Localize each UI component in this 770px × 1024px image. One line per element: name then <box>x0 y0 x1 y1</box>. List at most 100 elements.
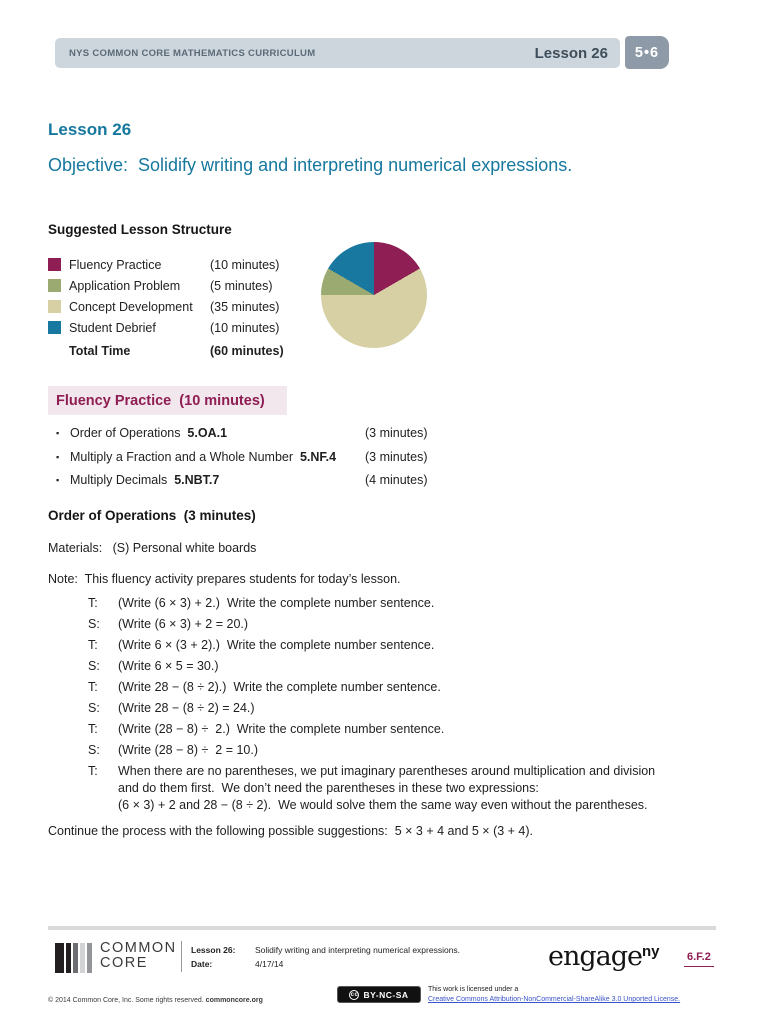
fluency-activity-standard: 5.NF.4 <box>299 449 337 464</box>
structure-legend-rows: Fluency Practice (10 minutes) Application … <box>48 254 338 338</box>
legend-row: Application Problem (5 minutes) <box>48 275 338 296</box>
footer-lesson-values: Solidify writing and interpreting numeri… <box>255 943 460 971</box>
fluency-activity-name: Multiply Decimals 5.NBT.7 <box>70 473 220 487</box>
objective-text: Objective: Solidify writing and interpre… <box>48 155 573 175</box>
fluency-activity-list: Order of Operations 5.OA.1 (3 minutes) Mul… <box>48 426 488 497</box>
legend-label: Student Debrief <box>69 320 156 335</box>
engageny-logo: engageny <box>548 941 660 972</box>
structure-heading: Suggested Lesson Structure <box>48 222 232 237</box>
cc-badge-label: BY-NC-SA <box>363 989 409 1000</box>
footer-lesson-description: Solidify writing and interpreting numeri… <box>255 945 461 955</box>
engage-text: engage <box>548 941 643 972</box>
dialogue-text: (Write 28 − (8 ÷ 2) = 24.) <box>118 701 255 715</box>
fluency-activity-standard: 5.NBT.7 <box>174 473 220 487</box>
structure-legend: Fluency Practice (10 minutes) Application … <box>48 254 338 358</box>
dialogue-row: S: (Write (28 − 8) ÷ 2 = 10.) <box>88 742 713 759</box>
materials-line: Materials: (S) Personal white boards <box>48 541 257 555</box>
dialogue-row: T: When there are no parentheses, we put … <box>88 763 713 814</box>
dialogue-text: (Write (28 − 8) ÷ 2 = 10.) <box>118 743 259 757</box>
footer-lesson-labels: Lesson 26: Date: <box>191 943 235 971</box>
note-line: Note: This fluency activity prepares stu… <box>48 572 401 586</box>
fluency-activity-time: (4 minutes) <box>365 473 428 487</box>
creative-commons-badge-icon: cc BY-NC-SA <box>337 986 421 1003</box>
fluency-activity-item: Multiply Decimals 5.NBT.7 (4 minutes) <box>48 473 488 488</box>
legend-color-swatch <box>48 258 61 271</box>
dialogue-speaker: T: <box>88 680 98 694</box>
legend-label: Fluency Practice <box>69 257 162 272</box>
header-bar: NYS COMMON CORE MATHEMATICS CURRICULUM L… <box>55 38 620 68</box>
dialogue-row: S: (Write (6 × 3) + 2 = 20.) <box>88 616 713 633</box>
fluency-activity-name: Order of Operations 5.OA.1 <box>70 426 228 440</box>
legend-total-row: Total Time (60 minutes) <box>48 344 338 358</box>
module-badge: 5•6 <box>625 36 669 69</box>
footer-date-value: 4/17/14 <box>255 959 284 969</box>
dialogue-row: T: (Write 6 × (3 + 2).) Write the complet… <box>88 637 713 654</box>
page-title: Lesson 26 <box>48 120 132 139</box>
copyright-text: © 2014 Common Core, Inc. Some rights res… <box>48 997 206 1004</box>
dialogue-speaker: S: <box>88 659 100 673</box>
legend-label: Concept Development <box>69 299 193 314</box>
legend-row: Fluency Practice (10 minutes) <box>48 254 338 275</box>
footer-vertical-divider <box>181 941 182 972</box>
fluency-activity-standard: 5.OA.1 <box>187 426 228 440</box>
dialogue-speaker: T: <box>88 722 98 736</box>
dialogue-speaker: S: <box>88 743 100 757</box>
dialogue-text: (Write (28 − 8) ÷ 2.) Write the complete… <box>118 722 445 736</box>
legend-row: Concept Development (35 minutes) <box>48 296 338 317</box>
dialogue-text: When there are no parentheses, we put im… <box>118 764 656 812</box>
page-reference-badge: 6.F.2 <box>684 951 714 967</box>
legend-color-swatch <box>48 321 61 334</box>
dialogue-row: T: (Write (6 × 3) + 2.) Write the complet… <box>88 595 713 612</box>
order-of-operations-heading: Order of Operations (3 minutes) <box>48 508 256 523</box>
engage-ny-superscript: ny <box>642 943 660 960</box>
common-core-wordmark: COMMON CORE <box>100 941 177 971</box>
legend-time: (10 minutes) <box>210 257 280 272</box>
legend-time: (10 minutes) <box>210 320 280 335</box>
dialogue-speaker: S: <box>88 617 100 631</box>
legend-time: (35 minutes) <box>210 299 280 314</box>
dialogue-text: (Write (6 × 3) + 2.) Write the complete … <box>118 596 435 610</box>
fluency-section-banner: Fluency Practice (10 minutes) <box>48 386 287 415</box>
license-link[interactable]: Creative Commons Attribution-NonCommerci… <box>428 996 681 1003</box>
dialogue-speaker: T: <box>88 764 98 778</box>
legend-time: (5 minutes) <box>210 278 273 293</box>
footer-date-label: Date: <box>191 959 213 969</box>
copyright-site: commoncore.org <box>205 997 263 1004</box>
dialogue-list: T: (Write (6 × 3) + 2.) Write the complet… <box>88 595 713 818</box>
common-core-logo-icon <box>55 943 94 973</box>
dialogue-text: (Write 6 × 5 = 30.) <box>118 659 219 673</box>
copyright-line: © 2014 Common Core, Inc. Some rights res… <box>48 997 263 1004</box>
license-intro-text: This work is licensed under a <box>428 986 519 993</box>
curriculum-label: NYS COMMON CORE MATHEMATICS CURRICULUM <box>69 47 316 59</box>
fluency-activity-name: Multiply a Fraction and a Whole Number 5… <box>70 449 337 464</box>
legend-row: Student Debrief (10 minutes) <box>48 317 338 338</box>
common-core-wordmark-line1: COMMON <box>100 940 177 956</box>
fluency-activity-time: (3 minutes) <box>365 449 428 464</box>
total-time-value: (60 minutes) <box>210 344 284 358</box>
total-time-label: Total Time <box>69 344 131 358</box>
dialogue-speaker: T: <box>88 596 98 610</box>
footer-divider <box>48 926 716 930</box>
dialogue-speaker: T: <box>88 638 98 652</box>
footer-lesson-label: Lesson 26: <box>191 945 236 955</box>
fluency-activity-time: (3 minutes) <box>365 426 428 440</box>
legend-color-swatch <box>48 279 61 292</box>
dialogue-text: (Write (6 × 3) + 2 = 20.) <box>118 617 249 631</box>
dialogue-row: S: (Write 6 × 5 = 30.) <box>88 658 713 675</box>
common-core-wordmark-line2: CORE <box>100 955 148 971</box>
dialogue-row: S: (Write 28 − (8 ÷ 2) = 24.) <box>88 700 713 717</box>
dialogue-text: (Write 6 × (3 + 2).) Write the complete … <box>118 638 435 652</box>
dialogue-text: (Write 28 − (8 ÷ 2).) Write the complete… <box>118 680 441 694</box>
lesson-structure-pie-chart <box>321 242 427 348</box>
cc-circle-icon: cc <box>349 989 360 1000</box>
legend-color-swatch <box>48 300 61 313</box>
continue-instruction: Continue the process with the following … <box>48 824 534 838</box>
dialogue-row: T: (Write 28 − (8 ÷ 2).) Write the comple… <box>88 679 713 696</box>
dialogue-row: T: (Write (28 − 8) ÷ 2.) Write the comple… <box>88 721 713 738</box>
dialogue-speaker: S: <box>88 701 100 715</box>
fluency-activity-item: Multiply a Fraction and a Whole Number 5… <box>48 450 488 465</box>
legend-label: Application Problem <box>69 278 181 293</box>
header-lesson-label: Lesson 26 <box>534 44 608 62</box>
fluency-activity-item: Order of Operations 5.OA.1 (3 minutes) <box>48 426 488 441</box>
